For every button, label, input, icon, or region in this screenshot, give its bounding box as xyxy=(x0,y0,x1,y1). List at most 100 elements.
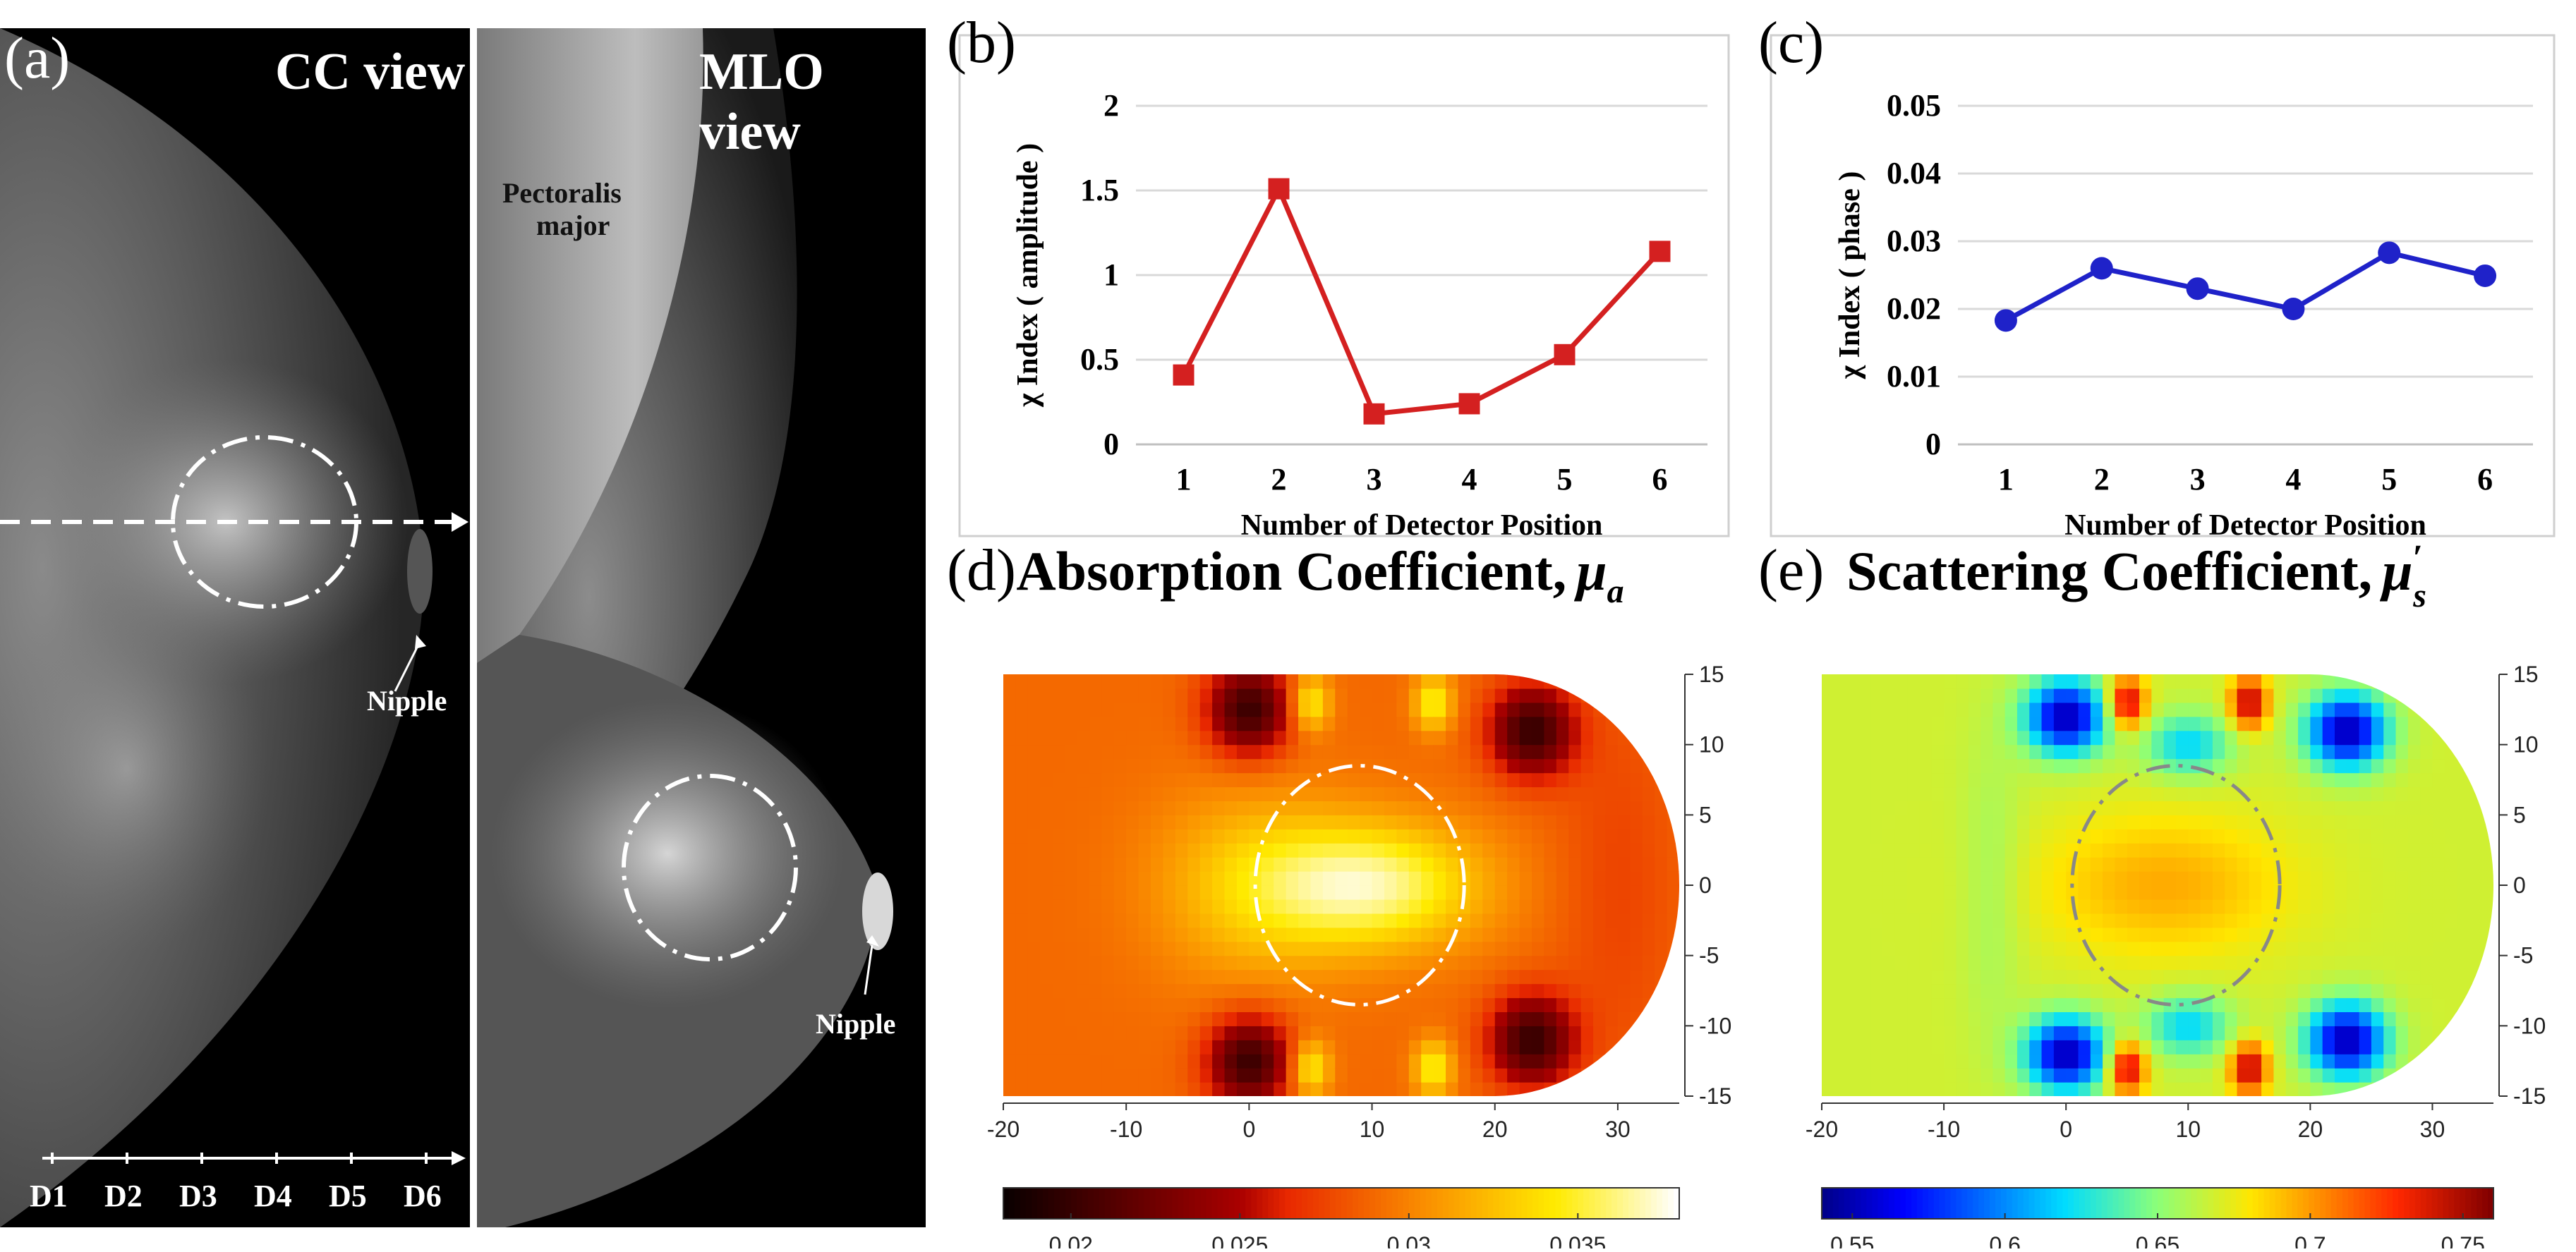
x-tick-label: 0 xyxy=(1242,1117,1255,1142)
x-tick-label: 10 xyxy=(2175,1117,2201,1142)
x-tick-label: -20 xyxy=(1806,1117,1838,1142)
y-tick-label: 2 xyxy=(1103,88,1119,123)
x-tick-label: 5 xyxy=(1557,462,1573,497)
x-axis-title: Number of Detector Position xyxy=(1241,509,1603,542)
x-tick-label: 6 xyxy=(1652,462,1668,497)
detector-label-d6: D6 xyxy=(404,1179,442,1213)
colorbar-tick-label: 0.75 xyxy=(2441,1232,2485,1248)
data-point-2 xyxy=(1268,178,1290,200)
series-line xyxy=(1181,183,1662,417)
panel-a-tag: (a) xyxy=(4,28,71,91)
y-tick-label: -15 xyxy=(2513,1083,2546,1109)
map-title: Scattering Coefficient, μ′ s xyxy=(1846,543,2426,614)
x-tick-label: -10 xyxy=(1110,1117,1142,1142)
inclusion-circle xyxy=(1253,764,1466,1007)
x-tick-label: 20 xyxy=(1482,1117,1508,1142)
y-tick-label: 0.02 xyxy=(1887,291,1941,326)
colorbar-tick-label: 0.55 xyxy=(1830,1232,1874,1248)
data-point-3 xyxy=(2186,277,2209,300)
y-tick-label: 15 xyxy=(2513,662,2539,687)
data-point-6 xyxy=(2474,264,2497,287)
data-point-4 xyxy=(2282,298,2305,320)
data-point-1 xyxy=(1994,309,2017,332)
y-tick-label: 0 xyxy=(2513,873,2526,898)
y-tick-label: -5 xyxy=(2513,943,2533,968)
x-tick-label: 4 xyxy=(2285,462,2301,497)
y-tick-label: 0 xyxy=(1925,427,1941,461)
y-tick-label: 0 xyxy=(1103,427,1119,461)
y-tick-label: 0.05 xyxy=(1887,88,1941,123)
y-tick-label: -10 xyxy=(2513,1013,2546,1038)
chart-c-panel: 0 0.01 0.02 0.03 0.04 0.05 1 2 3 4 5 6 Number of Det… xyxy=(1757,10,2561,543)
data-point-1 xyxy=(1173,364,1195,386)
y-tick-label: 10 xyxy=(2513,732,2539,758)
series-line xyxy=(2004,250,2486,323)
heatmap-d-panel: Absorption Coefficient, μa 15 10 5 0 -5 -10 -15 -… xyxy=(945,537,1757,1252)
panel-d-tag: (d) xyxy=(947,537,1016,603)
y-tick-label: 0.04 xyxy=(1887,156,1941,190)
inclusion-circle xyxy=(2070,764,2282,1007)
y-tick-label: -5 xyxy=(1699,943,1719,968)
nipple-label-cc: Nipple xyxy=(367,685,447,717)
heatmap-d-svg: Absorption Coefficient, μa 15 10 5 0 -5 -10 -15 -… xyxy=(987,540,1731,1252)
chart-c-frame xyxy=(1770,34,2556,537)
cc-view-image: (a) CC view Nipple D1 D2 D3 D4 D5 D6 xyxy=(0,28,470,1227)
y-tick-label: -15 xyxy=(1699,1083,1731,1109)
x-tick-label: 30 xyxy=(1605,1117,1631,1142)
x-tick-label: 5 xyxy=(2381,462,2397,497)
colorbar-tick-label: 0.65 xyxy=(2136,1232,2179,1248)
data-point-2 xyxy=(2090,257,2113,280)
y-tick-label: 10 xyxy=(1699,732,1724,758)
x-axis-title: Number of Detector Position xyxy=(2064,509,2426,542)
y-axis-title: χ Index ( phase ) xyxy=(1834,171,1866,380)
nipple-label-mlo: Nipple xyxy=(816,1008,896,1040)
chart-c-svg: 0 0.01 0.02 0.03 0.04 0.05 1 2 3 4 5 6 Number of Det… xyxy=(1770,34,2556,542)
x-tick-label: 30 xyxy=(2420,1117,2445,1142)
data-point-4 xyxy=(1458,393,1480,415)
colorbar-tick-label: 0.02 xyxy=(1049,1232,1093,1248)
map-title: Absorption Coefficient, μa xyxy=(1016,543,1623,610)
cc-view-title: CC view xyxy=(275,43,466,101)
x-tick-label: -20 xyxy=(987,1117,1020,1142)
detector-label-d3: D3 xyxy=(179,1179,217,1213)
mlo-breast-illustration xyxy=(477,28,893,1227)
y-axis-title: χ Index ( amplitude ) xyxy=(1012,143,1044,408)
y-tick-label: -10 xyxy=(1699,1013,1731,1038)
data-point-5 xyxy=(2378,241,2401,265)
x-tick-label: 6 xyxy=(2477,462,2493,497)
panel-c-tag: (c) xyxy=(1758,10,1825,75)
map-field xyxy=(1822,674,2493,1096)
chart-b-panel: 0 0.5 1 1.5 2 1 2 3 4 5 6 Number of Detector Positi… xyxy=(945,10,1736,543)
y-tick-label: 0.5 xyxy=(1080,342,1119,377)
x-tick-label: 3 xyxy=(1367,462,1382,497)
data-point-5 xyxy=(1554,344,1576,365)
chart-b-frame xyxy=(958,34,1730,537)
x-tick-label: 1 xyxy=(1176,462,1192,497)
y-tick-label: 5 xyxy=(2513,802,2526,827)
y-tick-label: 15 xyxy=(1699,662,1724,687)
x-tick-label: 0 xyxy=(2060,1117,2072,1142)
map-field xyxy=(1003,674,1679,1096)
x-tick-label: 2 xyxy=(1271,462,1287,497)
y-tick-label: 0.01 xyxy=(1887,359,1941,394)
x-tick-label: 4 xyxy=(1462,462,1477,497)
cc-breast-illustration xyxy=(0,28,468,1227)
colorbar-tick-label: 0.6 xyxy=(1989,1232,2020,1248)
colorbar-tick-label: 0.7 xyxy=(2294,1232,2326,1248)
x-tick-label: -10 xyxy=(1928,1117,1960,1142)
colorbar xyxy=(1003,1187,1680,1220)
x-tick-label: 2 xyxy=(2094,462,2110,497)
colorbar-tick-label: 0.035 xyxy=(1549,1232,1606,1248)
x-tick-label: 3 xyxy=(2190,462,2206,497)
y-tick-label: 5 xyxy=(1699,802,1712,827)
detector-label-d1: D1 xyxy=(30,1179,68,1213)
mlo-view-image: MLO view Pectoralis major Nipple xyxy=(477,28,926,1227)
x-tick-label: 1 xyxy=(1998,462,2014,497)
y-tick-label: 0.03 xyxy=(1887,224,1941,258)
heatmap-e-svg: Scattering Coefficient, μ′ s 15 10 5 0 -5 -10 -15… xyxy=(1806,538,2546,1252)
heatmap-e-panel: Scattering Coefficient, μ′ s 15 10 5 0 -5 -10 -15… xyxy=(1757,537,2575,1252)
y-tick-label: 1 xyxy=(1103,257,1119,292)
panel-e-tag: (e) xyxy=(1758,537,1825,603)
x-tick-label: 20 xyxy=(2298,1117,2323,1142)
colorbar-tick-label: 0.03 xyxy=(1387,1232,1431,1248)
